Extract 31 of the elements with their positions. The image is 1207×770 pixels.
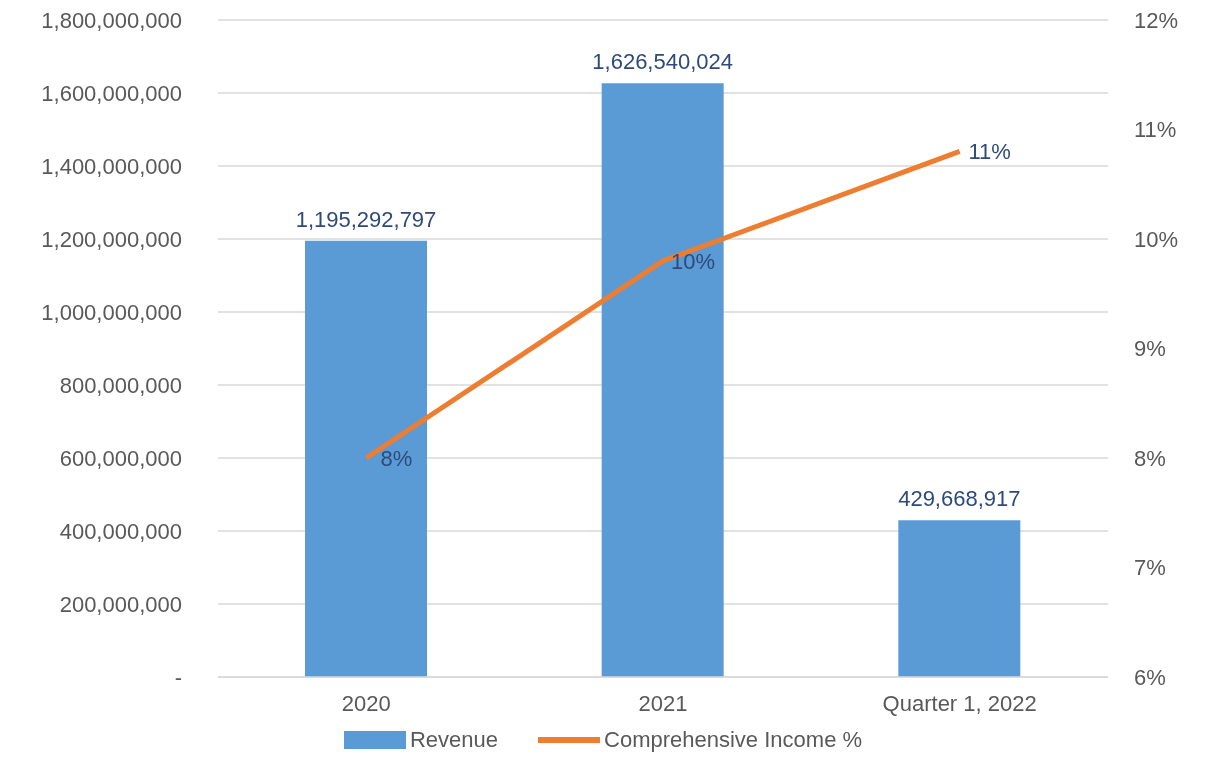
- y-tick-label: 400,000,000: [59, 518, 182, 544]
- data-label: 1,626,540,024: [592, 49, 734, 75]
- y-tick-label: 1,400,000,000: [41, 153, 182, 179]
- y2-tick-label: 9%: [1134, 336, 1166, 362]
- bar: [305, 240, 427, 677]
- bar: [898, 520, 1021, 677]
- y2-tick-label: 10%: [1134, 226, 1179, 252]
- data-label: 429,668,917: [898, 486, 1021, 512]
- x-tick-label: 2021: [638, 690, 688, 716]
- y-tick-label: 1,600,000,000: [41, 80, 182, 106]
- y-tick-label: 1,800,000,000: [41, 7, 182, 33]
- y-tick-label: 200,000,000: [59, 591, 182, 617]
- legend-label: Comprehensive Income %: [604, 727, 863, 753]
- bar: [601, 83, 724, 677]
- legend-label: Revenue: [409, 727, 499, 753]
- y-tick-label: 600,000,000: [59, 445, 182, 471]
- y2-tick-label: 12%: [1134, 7, 1179, 33]
- x-tick-label: Quarter 1, 2022: [882, 690, 1037, 716]
- data-label: 8%: [380, 446, 413, 471]
- y-tick-label: 1,000,000,000: [41, 299, 182, 325]
- data-label: 1,195,292,797: [295, 206, 437, 232]
- y-tick-label: 1,200,000,000: [41, 226, 182, 252]
- y2-tick-label: 8%: [1134, 445, 1166, 471]
- y-tick-label: -: [174, 664, 182, 690]
- y2-tick-label: 7%: [1134, 555, 1166, 581]
- x-tick-label: 2020: [341, 690, 391, 716]
- y2-tick-label: 11%: [1134, 117, 1177, 143]
- data-label: 11%: [968, 139, 1011, 165]
- y2-tick-label: 6%: [1134, 664, 1166, 690]
- data-label: 10%: [670, 248, 716, 274]
- y-tick-label: 800,000,000: [59, 372, 182, 398]
